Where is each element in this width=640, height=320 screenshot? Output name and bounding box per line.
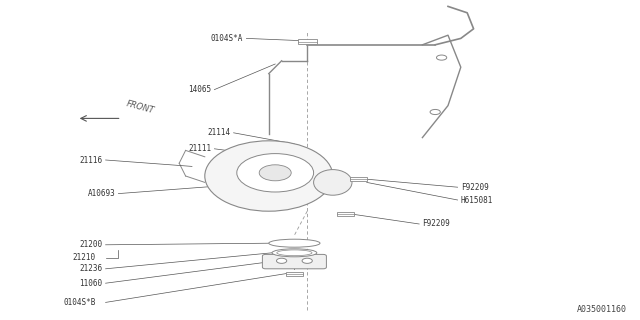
Bar [337,212,354,217]
Text: F92209: F92209 [422,220,450,228]
Text: A035001160: A035001160 [577,305,627,314]
Circle shape [302,258,312,263]
Circle shape [237,154,314,192]
Text: 21111: 21111 [188,144,211,153]
Text: 21210: 21210 [73,253,96,262]
Circle shape [276,258,287,263]
Circle shape [436,55,447,60]
Ellipse shape [272,249,317,257]
Text: F92209: F92209 [461,183,488,192]
Text: 0104S*B: 0104S*B [63,298,96,307]
Circle shape [430,109,440,115]
FancyBboxPatch shape [262,254,326,269]
Ellipse shape [269,239,320,247]
Bar [298,39,317,44]
Text: 21116: 21116 [79,156,102,164]
Bar [286,271,303,276]
Text: A10693: A10693 [88,189,115,198]
Text: 21200: 21200 [79,240,102,249]
Text: 0104S*A: 0104S*A [211,34,243,43]
Ellipse shape [205,141,333,211]
Text: 14065: 14065 [188,85,211,94]
Text: FRONT: FRONT [125,100,155,116]
Text: H615081: H615081 [461,196,493,204]
Text: 21114: 21114 [207,128,230,137]
Text: 21236: 21236 [79,264,102,273]
Bar [350,177,367,181]
Ellipse shape [276,250,312,256]
Ellipse shape [314,170,352,195]
Text: 11060: 11060 [79,279,102,288]
Circle shape [259,165,291,181]
